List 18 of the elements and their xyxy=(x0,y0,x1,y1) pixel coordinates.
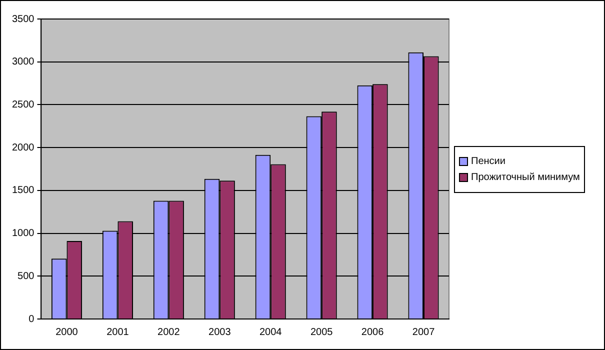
y-tick-label: 3000 xyxy=(12,56,35,68)
x-tick-label: 2007 xyxy=(412,326,436,338)
x-tick-label: 2003 xyxy=(208,326,232,338)
x-tick-label: 2004 xyxy=(259,326,282,338)
y-tick-label: 3500 xyxy=(12,14,35,25)
y-tick-label: 0 xyxy=(28,314,35,325)
x-tick-label: 2001 xyxy=(106,326,130,338)
x-tick-label: 2005 xyxy=(310,326,334,338)
y-tick-label: 1500 xyxy=(12,185,35,196)
x-tick-label: 2006 xyxy=(361,326,384,338)
x-tick-label: 2002 xyxy=(158,326,180,338)
legend-label: Пенсии xyxy=(471,156,506,167)
x-tick-label: 2000 xyxy=(56,326,78,338)
y-tick-label: 500 xyxy=(18,270,35,282)
y-tick-label: 1000 xyxy=(12,228,35,240)
y-tick-label: 2000 xyxy=(12,142,35,154)
y-tick-label: 2500 xyxy=(12,99,35,110)
legend-label: Прожиточный минимум xyxy=(471,172,580,183)
